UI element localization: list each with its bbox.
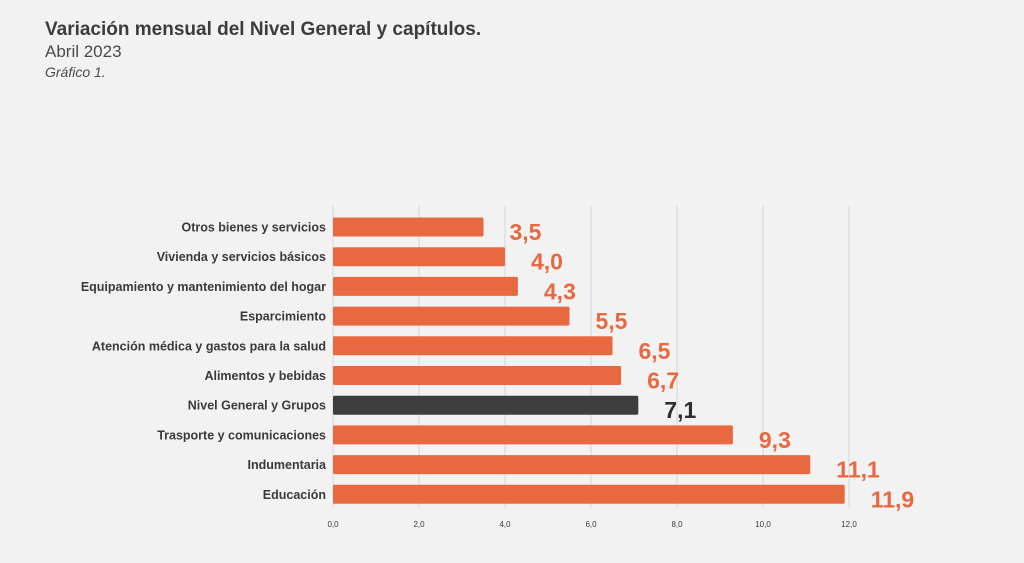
category-label: Indumentaria [248, 458, 328, 472]
bar [333, 247, 505, 267]
x-tick-label: 0,0 [327, 520, 339, 529]
bar [333, 366, 622, 385]
x-tick-label: 12,0 [841, 520, 857, 529]
value-label: 6,5 [639, 338, 671, 364]
value-label: 4,0 [531, 249, 563, 275]
chart-title: Variación mensual del Nivel General y ca… [45, 19, 482, 40]
x-tick-label: 2,0 [413, 520, 425, 529]
category-label: Educación [263, 488, 326, 502]
bar [333, 276, 518, 296]
value-label: 11,9 [871, 486, 915, 512]
value-label: 9,3 [759, 427, 791, 453]
bar [333, 395, 639, 415]
bar [333, 217, 484, 237]
chart-subtitle: Abril 2023 [45, 42, 122, 61]
category-label: Vivienda y servicios básicos [157, 250, 326, 264]
value-label: 3,5 [510, 219, 542, 245]
bar [333, 306, 570, 326]
value-label: 5,5 [596, 308, 628, 334]
bar [333, 425, 733, 445]
category-label: Atención médica y gastos para la salud [92, 339, 326, 353]
category-label: Otros bienes y servicios [181, 221, 326, 235]
x-tick-label: 6,0 [585, 520, 597, 529]
category-label: Alimentos y bebidas [204, 369, 326, 383]
value-label: 11,1 [836, 457, 880, 483]
value-label: 6,7 [647, 368, 679, 394]
category-label: Trasporte y comunicaciones [157, 428, 326, 442]
chart-header: Variación mensual del Nivel General y ca… [45, 18, 481, 82]
chart-note: Gráfico 1. [45, 64, 106, 80]
value-label: 7,1 [664, 397, 696, 423]
value-label: 4,3 [544, 278, 576, 304]
bar [333, 484, 845, 504]
category-label: Equipamiento y mantenimiento del hogar [81, 280, 326, 294]
x-tick-label: 10,0 [755, 520, 771, 529]
category-label: Nivel General y Grupos [188, 399, 326, 413]
x-tick-label: 8,0 [671, 520, 683, 529]
category-label: Esparcimiento [240, 310, 327, 324]
bar [333, 336, 613, 356]
x-tick-label: 4,0 [499, 520, 511, 529]
bar [333, 455, 811, 475]
